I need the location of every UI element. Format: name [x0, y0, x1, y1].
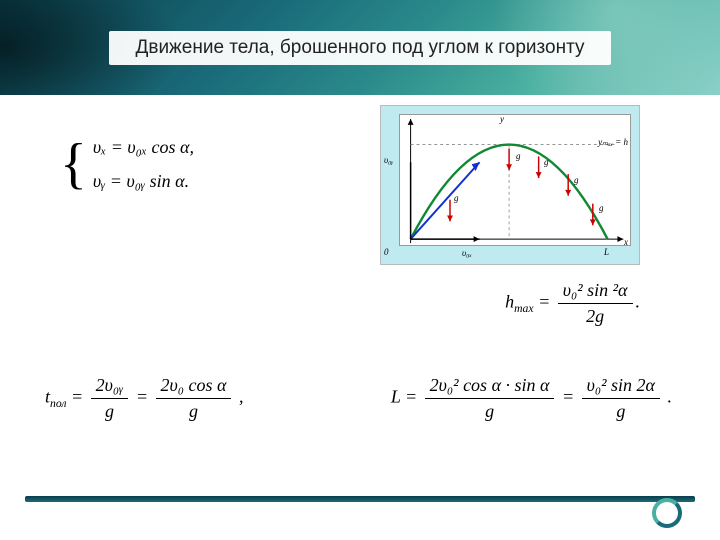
tpol-num1: 2υ₀ᵧ — [91, 375, 129, 399]
hmax-sub: max — [514, 302, 533, 315]
label-g2: g⃗ — [516, 151, 528, 161]
tpol-den2: g — [156, 399, 232, 422]
label-ymax: yₘₐₓ = h — [598, 137, 628, 148]
page-title: Движение тела, брошенного под углом к го… — [109, 31, 610, 65]
L-mid: = — [562, 387, 579, 407]
label-g1: g⃗ — [454, 193, 466, 203]
L-symbol: L = — [391, 387, 422, 407]
footer — [0, 490, 720, 540]
tpol-sub: пол — [50, 397, 67, 410]
label-origin: 0 — [384, 247, 389, 257]
eq-vy: υᵧ = υ₀ᵧ sin α. — [93, 164, 194, 198]
logo-icon — [652, 498, 682, 528]
label-g5: g⃗ — [599, 203, 611, 213]
formula-hmax: hmax = υ₀² sin ²α2g. — [505, 280, 640, 327]
L-num1: 2υ₀² cos α · sin α — [425, 375, 555, 399]
tpol-end: , — [239, 387, 244, 407]
L-den1: g — [425, 399, 555, 422]
L-num2: υ₀² sin 2α — [582, 375, 660, 399]
tpol-eq: = — [67, 387, 88, 407]
tpol-den1: g — [91, 399, 129, 422]
tpol-num2: 2υ₀ cos α — [156, 375, 232, 399]
label-y: y — [500, 114, 504, 124]
hmax-num: υ₀² sin ²α — [558, 280, 633, 304]
tpol-mid: = — [136, 387, 153, 407]
trajectory-svg — [400, 115, 630, 245]
brace-icon: { — [60, 142, 87, 187]
label-g3: g⃗ — [544, 157, 556, 167]
formula-L: L = 2υ₀² cos α · sin αg = υ₀² sin 2αg . — [391, 375, 672, 422]
formula-tpol: tпол = 2υ₀ᵧg = 2υ₀ cos αg , — [45, 375, 243, 422]
L-den2: g — [582, 399, 660, 422]
label-x: x — [624, 237, 628, 247]
hmax-symbol: h — [505, 292, 514, 312]
hmax-eq: = — [534, 292, 555, 312]
label-voy: υ₀ᵧ — [384, 155, 393, 165]
content-area: { υₓ = υ₀ₓ cos α, υᵧ = υ₀ᵧ sin α. — [0, 95, 720, 490]
footer-bar — [25, 496, 695, 502]
hmax-den: 2g — [558, 304, 633, 327]
L-end: . — [668, 387, 673, 407]
velocity-system: { υₓ = υ₀ₓ cos α, υᵧ = υ₀ᵧ sin α. — [60, 130, 194, 198]
label-g4: g⃗ — [574, 175, 586, 185]
label-vox: υ₀ₓ — [462, 248, 472, 258]
graph-plot-area: y x υ₀ᵧ υ₀ₓ yₘₐₓ = h 0 L g⃗ g⃗ g⃗ g⃗ g⃗ — [399, 114, 631, 246]
label-L: L — [604, 247, 609, 257]
eq-vx: υₓ = υ₀ₓ cos α, — [93, 130, 194, 164]
header-banner: Движение тела, брошенного под углом к го… — [0, 0, 720, 95]
trajectory-graph: y x υ₀ᵧ υ₀ₓ yₘₐₓ = h 0 L g⃗ g⃗ g⃗ g⃗ g⃗ — [380, 105, 640, 265]
